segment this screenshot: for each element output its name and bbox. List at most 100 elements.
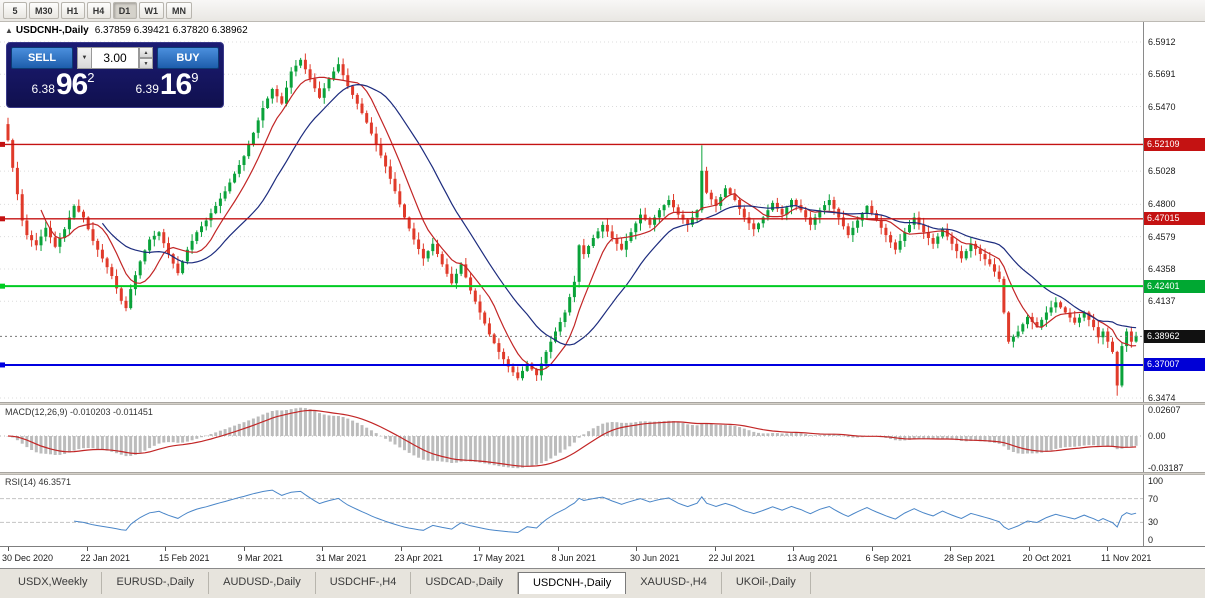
timeframe-button-h1[interactable]: H1 [60, 2, 85, 19]
volume-input[interactable] [92, 48, 138, 68]
price-axis-label: 6.5691 [1148, 69, 1176, 80]
chart-tabs-bar: USDX,Weekly EURUSD-,Daily AUDUSD-,Daily USD… [0, 568, 1205, 598]
macd-axis-label: 0.02607 [1148, 405, 1181, 415]
price-line-tag[interactable]: 6.52109 [1144, 137, 1205, 151]
date-label: 9 Mar 2021 [237, 553, 284, 563]
timeframe-button-h4[interactable]: H4 [86, 2, 111, 19]
date-label: 15 Feb 2021 [159, 553, 210, 563]
date-tick [1107, 547, 1108, 551]
date-tick [557, 547, 559, 551]
date-label: 30 Jun 2021 [630, 553, 680, 563]
price-axis-label: 6.4358 [1148, 263, 1176, 274]
buy-button[interactable]: BUY [157, 47, 219, 69]
chart-window: ▲ USDCNH-,Daily 6.37859 6.39421 6.37820 6.… [0, 22, 1205, 568]
macd-axis-label: -0.03187 [1148, 463, 1184, 474]
price-line-tag[interactable]: 6.38962 [1144, 329, 1205, 343]
timeframe-button-m30[interactable]: M30 [29, 2, 59, 19]
rsi-axis: 100 70 30 0 [1143, 475, 1205, 546]
date-axis: 30 Dec 2020 22 Jan 2021 15 Feb 2021 9 Mar 2… [0, 546, 1205, 568]
rsi-axis-label: 0 [1148, 535, 1154, 546]
macd-axis: 0.02607 0.00 -0.03187 [1143, 405, 1205, 474]
date-label: 6 Sep 2021 [865, 553, 912, 563]
date-label: 28 Sep 2021 [944, 553, 996, 563]
sell-button[interactable]: SELL [11, 47, 73, 69]
price-axis-label: 6.4137 [1148, 296, 1176, 307]
pane-divider[interactable] [0, 402, 1205, 405]
volume-dropdown-icon[interactable]: ▼ [77, 47, 92, 69]
timeframe-button-mn[interactable]: MN [166, 2, 193, 19]
buy-price-small: 6.39 [135, 82, 159, 96]
macd-indicator-pane[interactable]: MACD(12,26,9) -0.010203 -0.011451 [0, 405, 1143, 472]
buy-price-sup: 9 [191, 70, 199, 85]
timeframe-button-5[interactable]: 5 [3, 2, 27, 19]
rsi-axis-label: 30 [1148, 517, 1159, 528]
chart-title: USDCNH-,Daily [15, 25, 89, 36]
volume-increase-button[interactable]: ▲ [139, 47, 153, 58]
price-line-tag[interactable]: 6.37007 [1144, 358, 1205, 372]
date-tick [322, 547, 323, 551]
timeframe-toolbar: 5 M30 H1 H4 D1 W1 MN [0, 0, 1205, 22]
date-tick [793, 547, 794, 551]
price-line-tag[interactable]: 6.47015 [1144, 212, 1205, 226]
chart-ohlc-values: 6.37859 6.39421 6.37820 6.38962 [94, 25, 248, 36]
macd-label: MACD(12,26,9) -0.010203 -0.011451 [5, 407, 153, 417]
sell-price-sup: 2 [87, 70, 95, 85]
volume-decrease-button[interactable]: ▼ [139, 58, 153, 69]
chart-tab-xauusd[interactable]: XAUUSD-,H4 [626, 572, 722, 594]
date-label: 23 Apr 2021 [394, 553, 444, 563]
one-click-trade-panel: SELL ▼ ▲ ▼ BUY 6.38 96 2 6 [6, 42, 224, 108]
chart-tab-usdcnh[interactable]: USDCNH-,Daily [517, 572, 627, 594]
collapse-trade-panel-icon[interactable]: ▲ [5, 26, 13, 35]
date-tick [400, 547, 402, 551]
date-tick [871, 547, 873, 551]
price-axis-label: 6.5912 [1148, 37, 1176, 47]
sell-price-small: 6.38 [31, 82, 55, 96]
price-axis-label: 6.4579 [1148, 231, 1176, 242]
chart-tab-usdchf[interactable]: USDCHF-,H4 [316, 572, 412, 594]
macd-axis-label: 0.00 [1148, 430, 1166, 441]
date-label: 31 Mar 2021 [316, 553, 367, 563]
price-axis-label: 6.3474 [1148, 393, 1176, 404]
date-label: 22 Jul 2021 [708, 553, 756, 563]
date-tick [714, 547, 716, 551]
date-label: 20 Oct 2021 [1022, 553, 1072, 563]
date-tick [479, 547, 480, 551]
price-line-tag[interactable]: 6.42401 [1144, 279, 1205, 293]
rsi-chart [0, 489, 1143, 534]
sell-price-display[interactable]: 6.38 96 2 [11, 70, 115, 100]
chart-tab-usdcad[interactable]: USDCAD-,Daily [411, 572, 518, 594]
chart-tab-eurusd[interactable]: EURUSD-,Daily [102, 572, 210, 594]
pane-divider[interactable] [0, 472, 1205, 475]
candlestick-chart[interactable] [0, 22, 1143, 402]
timeframe-button-d1[interactable]: D1 [112, 2, 137, 19]
timeframe-button-w1[interactable]: W1 [138, 2, 165, 19]
date-label: 11 Nov 2021 [1101, 553, 1152, 563]
date-tick [243, 547, 245, 551]
buy-price-display[interactable]: 6.39 16 9 [115, 70, 219, 100]
date-tick [1028, 547, 1030, 551]
buy-price-big: 16 [159, 68, 192, 101]
date-label: 30 Dec 2020 [2, 553, 54, 563]
date-label: 8 Jun 2021 [551, 553, 597, 563]
price-chart-pane[interactable]: ▲ USDCNH-,Daily 6.37859 6.39421 6.37820 6.… [0, 22, 1143, 402]
date-label: 13 Aug 2021 [787, 553, 838, 563]
price-axis-label: 6.5470 [1148, 101, 1176, 112]
chart-header: ▲ USDCNH-,Daily 6.37859 6.39421 6.37820 6.… [5, 25, 248, 36]
macd-chart [0, 407, 1143, 469]
price-axis-label: 6.5028 [1148, 166, 1176, 177]
date-tick [165, 547, 166, 551]
date-label: 17 May 2021 [473, 553, 526, 563]
chart-tab-ukoil[interactable]: UKOil-,Daily [722, 572, 811, 594]
chart-tab-usdx[interactable]: USDX,Weekly [4, 572, 103, 594]
rsi-axis-label: 70 [1148, 493, 1159, 504]
rsi-label: RSI(14) 46.3571 [5, 477, 72, 487]
chart-tab-audusd[interactable]: AUDUSD-,Daily [209, 572, 316, 594]
date-tick [636, 547, 637, 551]
price-axis: 6.5912 6.5691 6.5470 6.5028 6.4800 6.4579 6.43… [1143, 22, 1205, 404]
date-label: 22 Jan 2021 [80, 553, 131, 563]
rsi-indicator-pane[interactable]: RSI(14) 46.3571 [0, 475, 1143, 546]
date-tick [950, 547, 951, 551]
date-tick [8, 547, 9, 551]
date-tick [86, 547, 88, 551]
sell-price-big: 96 [55, 68, 88, 101]
